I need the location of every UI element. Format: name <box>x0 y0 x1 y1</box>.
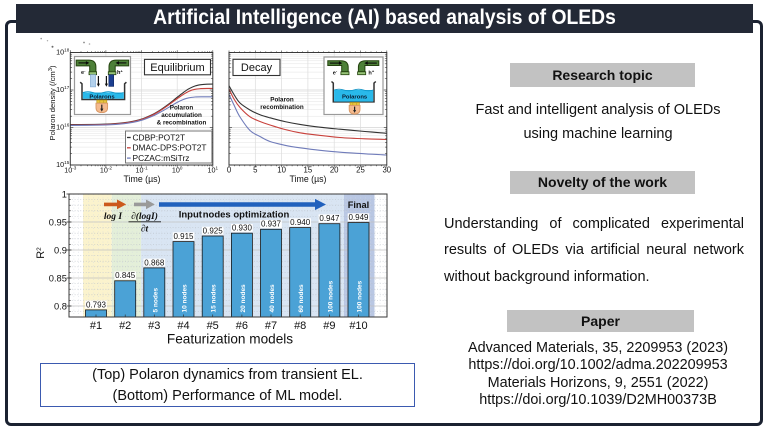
svg-text:101: 101 <box>208 165 219 174</box>
svg-text:20: 20 <box>330 166 339 175</box>
svg-text:0.793: 0.793 <box>86 300 107 309</box>
svg-text:& recombination: & recombination <box>157 120 207 127</box>
svg-text:0.8: 0.8 <box>54 301 67 311</box>
svg-text:10: 10 <box>277 166 286 175</box>
svg-text:#9: #9 <box>323 320 335 332</box>
svg-text:0.925: 0.925 <box>203 226 224 235</box>
svg-text:0.949: 0.949 <box>348 213 369 222</box>
svg-text:0.915: 0.915 <box>173 232 194 241</box>
svg-text:Polaron density (/cm3): Polaron density (/cm3) <box>48 65 57 140</box>
svg-text:PCZAC:mSiTrz: PCZAC:mSiTrz <box>133 153 190 163</box>
svg-text:0: 0 <box>227 166 232 175</box>
svg-text:10-3: 10-3 <box>64 165 77 174</box>
svg-text:R2: R2 <box>35 247 47 259</box>
svg-text:0.95: 0.95 <box>49 217 67 227</box>
svg-text:0.930: 0.930 <box>232 224 253 233</box>
svg-text:30: 30 <box>382 166 391 175</box>
svg-text:10-1: 10-1 <box>136 165 149 174</box>
svg-text:1018: 1018 <box>56 48 70 57</box>
svg-text:5: 5 <box>253 166 258 175</box>
svg-text:#7: #7 <box>265 320 277 332</box>
svg-text:1015: 1015 <box>56 160 70 169</box>
svg-text:#5: #5 <box>207 320 219 332</box>
svg-text:40 nodes: 40 nodes <box>269 284 276 313</box>
svg-text:#6: #6 <box>236 320 248 332</box>
svg-text:h+: h+ <box>368 69 374 77</box>
svg-text:∂(logI): ∂(logI) <box>131 211 158 222</box>
svg-text:10 nodes: 10 nodes <box>182 284 189 313</box>
svg-text:Time (µs): Time (µs) <box>124 174 161 184</box>
svg-text:e-: e- <box>333 69 338 77</box>
svg-text:15 nodes: 15 nodes <box>211 284 218 313</box>
svg-text:#10: #10 <box>349 320 367 332</box>
svg-text:Final: Final <box>348 200 369 210</box>
svg-text:Time (µs): Time (µs) <box>290 174 327 184</box>
svg-text:h+: h+ <box>117 68 123 76</box>
svg-text:1016: 1016 <box>56 123 70 132</box>
svg-text:Decay: Decay <box>241 62 273 74</box>
svg-text:Polarons: Polarons <box>342 95 368 101</box>
svg-text:Polaron: Polaron <box>170 104 194 111</box>
svg-text:CDBP:POT2T: CDBP:POT2T <box>133 132 186 142</box>
svg-text:10-2: 10-2 <box>100 165 113 174</box>
svg-text:20 nodes: 20 nodes <box>240 284 247 313</box>
svg-text:accumulation: accumulation <box>161 112 202 119</box>
svg-text:60 nodes: 60 nodes <box>298 284 305 313</box>
svg-text:recombination: recombination <box>260 104 304 111</box>
svg-text:100 nodes: 100 nodes <box>327 280 334 312</box>
svg-text:0.9: 0.9 <box>54 245 67 255</box>
svg-text:1017: 1017 <box>56 85 70 94</box>
svg-text:e-: e- <box>81 68 86 76</box>
svg-text:100: 100 <box>172 165 183 174</box>
svg-text:1: 1 <box>62 189 67 199</box>
svg-text:5 nodes: 5 nodes <box>152 288 159 313</box>
svg-text:∂t: ∂t <box>141 225 149 235</box>
svg-text:Polarons: Polarons <box>89 94 115 100</box>
svg-text:DMAC-DPS:POT2T: DMAC-DPS:POT2T <box>133 143 207 153</box>
svg-text:Input nodes optimization: Input nodes optimization <box>179 210 290 221</box>
svg-text:Polaron: Polaron <box>270 97 294 104</box>
svg-text:0.85: 0.85 <box>49 273 67 283</box>
svg-text:25: 25 <box>356 166 365 175</box>
svg-text:Equilibrium: Equilibrium <box>150 62 204 74</box>
svg-text:#8: #8 <box>294 320 306 332</box>
svg-text:0.940: 0.940 <box>290 218 311 227</box>
svg-text:0.868: 0.868 <box>144 258 165 267</box>
svg-text:Featurization models: Featurization models <box>167 332 293 347</box>
svg-text:0.845: 0.845 <box>115 271 136 280</box>
svg-text:log I: log I <box>104 212 123 222</box>
svg-text:#2: #2 <box>119 320 131 332</box>
svg-text:0.937: 0.937 <box>261 220 282 229</box>
svg-text:100 nodes: 100 nodes <box>357 280 364 312</box>
svg-text:15: 15 <box>304 166 313 175</box>
svg-text:0.947: 0.947 <box>319 214 340 223</box>
svg-text:#1: #1 <box>90 320 102 332</box>
svg-text:#4: #4 <box>177 320 189 332</box>
svg-text:#3: #3 <box>148 320 160 332</box>
